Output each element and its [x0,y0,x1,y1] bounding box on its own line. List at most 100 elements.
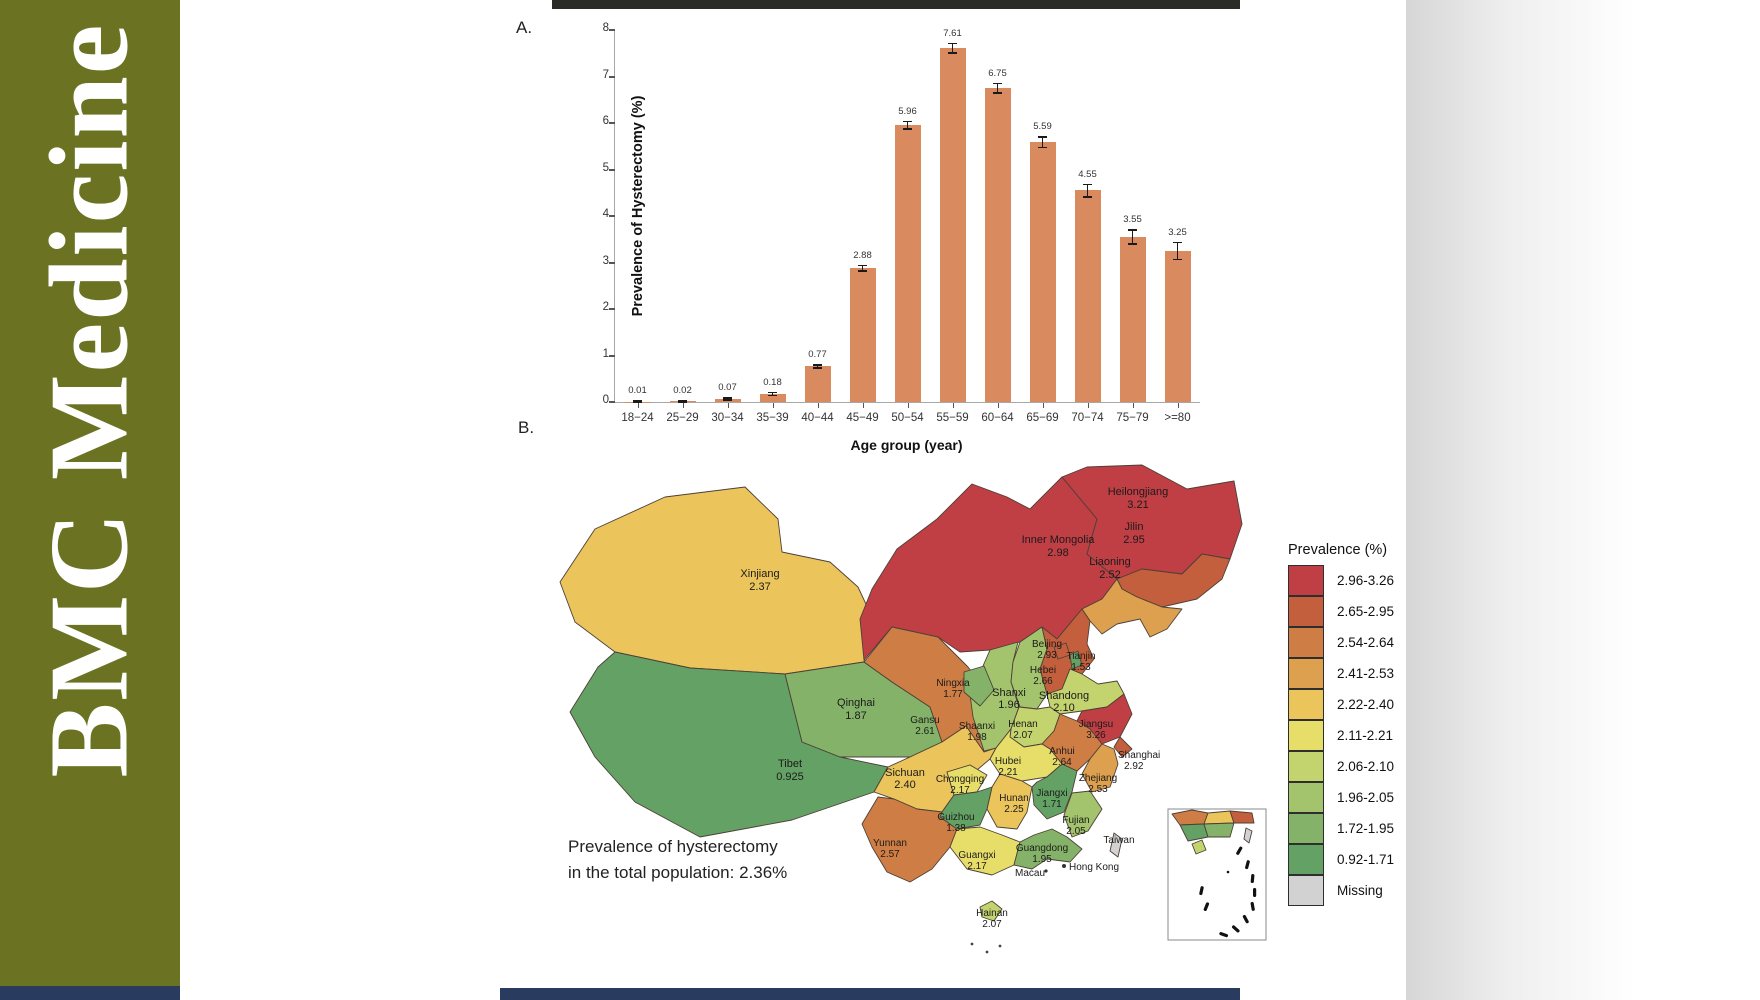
legend-label: 2.22-2.40 [1337,697,1395,712]
map-annotation-line1: Prevalence of hysterectomy [568,837,778,856]
island-dot [985,950,989,954]
legend-swatch [1288,657,1324,689]
errcap [633,400,642,402]
label-hunan: Hunan 2.25 [999,793,1028,815]
bar [939,48,966,402]
province-guizhou [939,786,993,830]
xtick-mark [682,403,684,408]
ytick-mark [609,122,615,124]
errline [816,365,819,368]
legend-label: 2.65-2.95 [1337,604,1395,619]
journal-banner-footer [0,986,180,1000]
label-inner-mongolia: Inner Mongolia 2.98 [1022,534,1096,559]
ytick-label: 5 [602,161,609,174]
china-choropleth-map: Heilongjiang 3.21 Inner Mongolia 2.98 Jili… [559,464,1267,954]
errcap [1128,243,1137,245]
label-zhejiang: Zhejiang 2.53 [1079,773,1117,795]
legend-swatch [1288,812,1324,844]
xtick-mark [772,403,774,408]
errcap [858,264,867,267]
province-tibet [569,651,889,838]
legend-swatch [1288,750,1324,782]
label-yunnan: Yunnan 2.57 [873,838,907,860]
xtick-label: 40−44 [801,412,834,424]
xtick-label: >=80 [1164,412,1191,424]
south-china-sea-inset [1167,808,1267,941]
bar-val: 3.25 [1168,226,1187,238]
bar-val: 3.55 [1123,214,1142,226]
inset-coast-patch [1203,810,1235,825]
label-jiangxi: Jiangxi 1.71 [1036,788,1067,810]
errcap [948,42,957,45]
legend-item: 1.96-2.05 [1288,781,1438,813]
legend-item: 1.72-1.95 [1288,812,1438,844]
errline [681,400,684,402]
label-hubei: Hubei 2.21 [995,756,1021,778]
legend-swatch [1288,719,1324,751]
errcap [1083,183,1092,186]
errline [771,392,774,395]
label-taiwan: Taiwan [1103,835,1134,846]
label-liaoning: Liaoning 2.52 [1089,556,1131,581]
legend-label: 2.54-2.64 [1337,635,1395,650]
bar-val: 6.75 [988,67,1007,79]
xtick-label: 65−69 [1026,412,1059,424]
label-anhui: Anhui 2.64 [1049,746,1075,768]
legend-label: 1.96-2.05 [1337,790,1395,805]
legend-label: 1.72-1.95 [1337,821,1395,836]
bar-val: 0.18 [763,376,782,388]
legend-label: 2.96-3.26 [1337,573,1395,588]
xtick-mark [862,403,864,408]
legend-item: 2.41-2.53 [1288,657,1438,689]
errcap [858,270,867,272]
legend-item: 2.96-3.26 [1288,564,1438,596]
errcap [1128,229,1137,231]
bar [1119,236,1146,402]
legend-swatch [1288,688,1324,720]
legend-swatch [1288,595,1324,627]
legend-label: 0.92-1.71 [1337,852,1395,867]
hong-kong-marker [1062,864,1066,868]
label-henan: Henan 2.07 [1008,719,1037,741]
ytick-label: 1 [602,347,609,360]
ytick-label: 4 [602,208,609,220]
errcap [768,391,777,394]
bar-val: 0.07 [718,382,737,394]
errcap [1038,146,1047,149]
legend-label: 2.06-2.10 [1337,759,1395,774]
errcap [633,401,642,404]
xtick-label: 18−24 [621,412,654,424]
bar-val: 4.55 [1078,168,1097,180]
label-fujian: Fujian 2.05 [1062,815,1089,837]
page-edge-shadow [1406,0,1636,1000]
bar [759,393,786,402]
bar [1164,250,1191,402]
province-chongqing [946,764,988,796]
xtick-mark [952,403,954,408]
journal-title: BMC Medicine [27,22,152,778]
ytick-mark [609,29,615,31]
bar [984,88,1011,402]
legend-item: 2.65-2.95 [1288,595,1438,627]
inset-hainan [1191,839,1207,855]
xtick-label: 55−59 [936,412,969,424]
island-dot [970,942,974,946]
figure-bottom-edge [500,988,1240,1000]
ytick-mark [609,401,615,403]
errcap [678,399,687,402]
panel-a-label: A. [516,18,533,37]
errline [951,43,954,53]
legend-item: 0.92-1.71 [1288,843,1438,875]
legend-item: 2.11-2.21 [1288,719,1438,751]
label-hong-kong: Hong Kong [1069,862,1119,873]
province-zhejiang [1081,743,1119,793]
errline [726,398,729,400]
xtick-label: 70−74 [1071,412,1104,424]
errline [1086,184,1089,196]
province-xinjiang [559,486,873,675]
label-tianjin: Tianjin 1.53 [1066,651,1095,673]
errcap [993,82,1002,85]
legend-title: Prevalence (%) [1288,542,1388,558]
